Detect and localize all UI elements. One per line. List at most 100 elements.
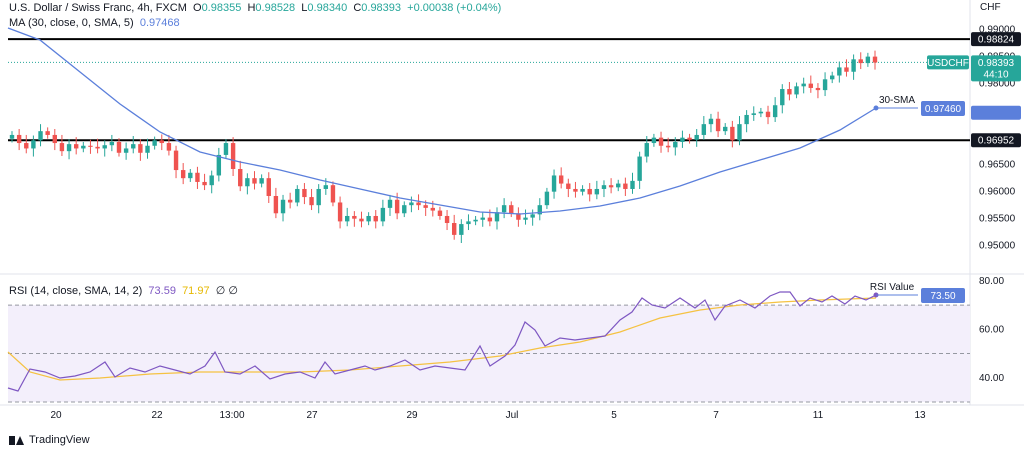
candle-body: [216, 154, 222, 176]
tradingview-brand[interactable]: TradingView: [9, 434, 90, 446]
price-tick-label: 0.96000: [979, 187, 1016, 198]
candle-body: [245, 178, 250, 187]
candle-body: [466, 221, 471, 225]
candle-body: [45, 131, 50, 135]
candle-body: [566, 183, 571, 189]
candle-body: [394, 199, 400, 214]
candle-body: [280, 199, 286, 214]
candle-body: [380, 207, 386, 222]
candle-body: [744, 114, 749, 125]
candle-body: [765, 111, 771, 118]
level-tag-label: 0.96952: [978, 136, 1015, 147]
candle-body: [530, 214, 535, 218]
time-tick-label: 22: [151, 410, 163, 421]
candle-body: [616, 183, 621, 188]
rsi-line: [7, 291, 877, 392]
candle-body: [544, 191, 550, 206]
candle-body: [837, 67, 842, 76]
candle-body: [708, 118, 714, 125]
candle-body: [594, 188, 600, 195]
candle-body: [801, 83, 806, 87]
candle-body: [680, 137, 685, 142]
level-tag: [971, 32, 1021, 47]
candle-body: [302, 188, 307, 198]
low-label: L: [301, 2, 308, 14]
rsi-current-value: 73.59: [148, 285, 176, 297]
candle-body: [173, 150, 179, 171]
candle-body: [687, 137, 692, 140]
candle-body: [551, 175, 557, 192]
candle-body: [402, 205, 407, 214]
candle-body: [444, 215, 450, 224]
candle-body: [665, 145, 671, 148]
candle-body: [373, 215, 378, 222]
candle-body: [787, 89, 792, 95]
candle-body: [109, 141, 115, 146]
candle-body: [644, 143, 649, 157]
candle-body: [630, 180, 635, 189]
candle-body: [751, 113, 756, 115]
candle-body: [345, 215, 350, 222]
candle-body: [238, 168, 243, 187]
candle-body: [88, 145, 93, 147]
candle-body: [730, 126, 735, 141]
candle-body: [116, 141, 122, 153]
candle-body: [287, 199, 293, 203]
time-tick-label: 13:00: [219, 410, 244, 421]
rsi-band-fill: [8, 305, 970, 402]
candle-body: [252, 178, 257, 184]
candle-body: [159, 140, 164, 144]
candle-body: [38, 131, 43, 141]
close-value: 0.98393: [361, 2, 402, 14]
candle-body: [858, 59, 863, 64]
time-tick-label: 27: [306, 410, 318, 421]
last-price-tag: [971, 55, 1021, 82]
time-tick-label: 5: [611, 410, 617, 421]
time-tick-label: Jul: [506, 410, 519, 421]
rsi-tick-label: 80.00: [979, 276, 1004, 287]
open-value: 0.98355: [201, 2, 242, 14]
candle-body: [31, 140, 36, 149]
candle-body: [316, 188, 321, 206]
rsi-tick-label: 40.00: [979, 373, 1004, 384]
candle-body: [188, 172, 193, 179]
candle-body: [637, 156, 642, 181]
candle-body: [844, 67, 849, 72]
candle-body: [723, 126, 728, 132]
high-value: 0.98528: [255, 2, 296, 14]
candle-body: [102, 145, 107, 149]
candle-body: [266, 178, 271, 196]
currency-label: CHF: [980, 2, 1001, 13]
time-tick-label: 13: [914, 410, 926, 421]
candle-body: [459, 224, 464, 235]
ma-axis-tag: [971, 105, 1021, 120]
candle-body: [223, 143, 229, 155]
candle-body: [822, 79, 828, 91]
price-tick-label: 0.95000: [979, 241, 1016, 252]
open-label: O: [193, 2, 202, 14]
close-label: C: [353, 2, 362, 14]
candle-body: [323, 185, 329, 189]
level-tag-label: 0.98824: [978, 35, 1015, 46]
candle-body: [573, 188, 578, 192]
candle-body: [52, 134, 57, 144]
candle-body: [387, 199, 393, 208]
candle-body: [758, 111, 764, 114]
candle-body: [409, 202, 414, 206]
candle-body: [259, 178, 264, 184]
candle-body: [830, 75, 835, 80]
tradingview-logo-icon: [9, 435, 25, 445]
last-price-label: 0.98393: [978, 58, 1015, 69]
candle-body: [487, 217, 493, 222]
rsi-header: RSI (14, close, SMA, 14, 2) 73.59 71.97 …: [9, 284, 238, 297]
candle-body: [501, 205, 507, 213]
candle-body: [202, 181, 207, 186]
symbol-tag: [927, 55, 969, 70]
candle-body: [230, 143, 236, 169]
candle-body: [131, 144, 136, 149]
candle-body: [180, 170, 186, 179]
candle-body: [81, 145, 86, 149]
ma-annotation: 30-SMA: [879, 95, 915, 106]
brand-text: TradingView: [29, 434, 90, 446]
